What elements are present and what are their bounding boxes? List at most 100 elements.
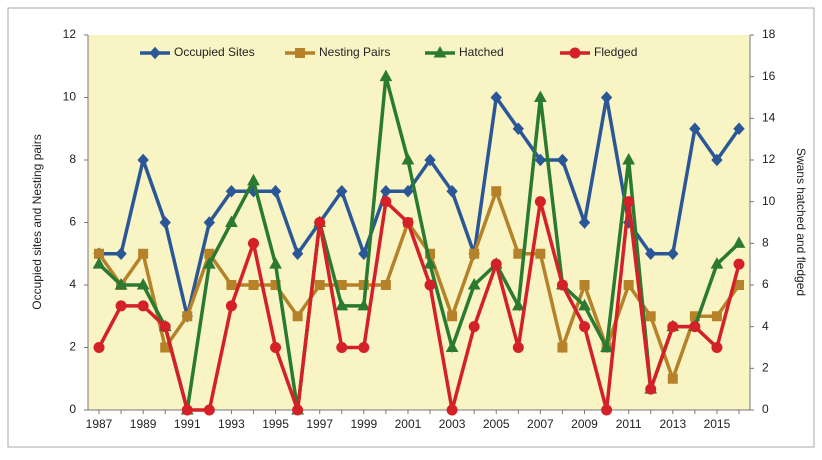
y2-tick-label: 2 (762, 361, 769, 375)
point (645, 311, 656, 322)
point (270, 342, 282, 353)
legend-marker (433, 45, 447, 58)
point (114, 277, 128, 290)
point (513, 248, 524, 259)
point (600, 340, 613, 352)
x-tick-label: 2005 (483, 417, 510, 431)
point (733, 258, 745, 270)
y2-axis-label: Swans hatched and fledged (794, 148, 808, 296)
x-tick-label: 2015 (704, 417, 731, 431)
point (512, 342, 524, 353)
point (335, 298, 349, 311)
y2-tick-label: 8 (762, 236, 769, 250)
point (115, 300, 127, 312)
y-tick-label: 10 (63, 90, 77, 104)
point (490, 91, 502, 104)
legend-label: Occupied Sites (174, 45, 255, 59)
y2-tick-label: 6 (762, 277, 769, 291)
point (94, 248, 104, 259)
point (711, 342, 723, 353)
point (645, 383, 657, 395)
y-tick-label: 8 (69, 152, 76, 166)
point (667, 321, 679, 333)
point (645, 247, 657, 260)
y-tick-label: 6 (69, 215, 76, 229)
point (358, 342, 370, 353)
point (226, 280, 237, 290)
point (622, 152, 636, 165)
point (445, 340, 459, 352)
point (92, 257, 106, 269)
point (469, 248, 480, 259)
point (203, 404, 215, 416)
point (292, 404, 304, 416)
legend-marker (149, 46, 161, 60)
plot-area (88, 35, 750, 410)
point (512, 122, 524, 135)
point (115, 247, 127, 260)
x-tick-label: 2011 (616, 417, 642, 431)
point (667, 247, 679, 260)
point (247, 173, 260, 186)
legend-label: Nesting Pairs (319, 45, 390, 59)
point (423, 257, 437, 269)
point (137, 153, 149, 167)
point (291, 247, 304, 260)
x-tick-label: 1987 (86, 417, 113, 431)
point (578, 216, 591, 229)
point (136, 277, 150, 290)
point (357, 298, 371, 311)
point (424, 279, 436, 291)
point (247, 237, 259, 249)
point (314, 217, 326, 228)
point (159, 321, 171, 333)
point (578, 298, 591, 311)
point (535, 248, 546, 259)
point (534, 90, 547, 102)
x-tick-label: 2007 (527, 417, 554, 431)
point (468, 321, 480, 333)
point (467, 277, 481, 290)
point (93, 342, 105, 353)
x-tick-label: 1991 (174, 417, 201, 431)
point (733, 122, 745, 135)
y2-tick-label: 16 (762, 69, 776, 83)
point (667, 373, 678, 384)
y2-tick-label: 4 (762, 319, 769, 333)
y2-tick-label: 12 (762, 152, 776, 166)
point (556, 153, 569, 167)
point (336, 185, 348, 198)
point (711, 153, 723, 167)
legend-label: Hatched (459, 45, 504, 59)
point (269, 257, 282, 269)
y2-tick-label: 10 (762, 194, 776, 208)
point (424, 153, 436, 167)
point (447, 311, 458, 322)
point (490, 258, 502, 270)
legend-label: Fledged (594, 45, 637, 59)
point (600, 91, 613, 104)
point (137, 300, 149, 312)
point (711, 311, 722, 322)
point (689, 122, 701, 135)
x-tick-label: 1999 (350, 417, 377, 431)
y-tick-label: 4 (69, 277, 76, 291)
point (557, 342, 568, 353)
point (225, 300, 237, 312)
point (623, 196, 635, 208)
point (579, 321, 591, 333)
point (380, 196, 392, 208)
point (623, 280, 634, 290)
point (269, 185, 282, 198)
legend-marker (295, 48, 305, 58)
y-tick-label: 0 (69, 402, 76, 416)
x-tick-label: 2001 (395, 417, 422, 431)
x-tick-label: 1997 (306, 417, 333, 431)
point (248, 280, 259, 290)
y2-tick-label: 0 (762, 402, 769, 416)
point (225, 185, 238, 198)
point (182, 311, 193, 322)
y-tick-label: 12 (63, 27, 77, 41)
legend-marker (569, 47, 581, 59)
